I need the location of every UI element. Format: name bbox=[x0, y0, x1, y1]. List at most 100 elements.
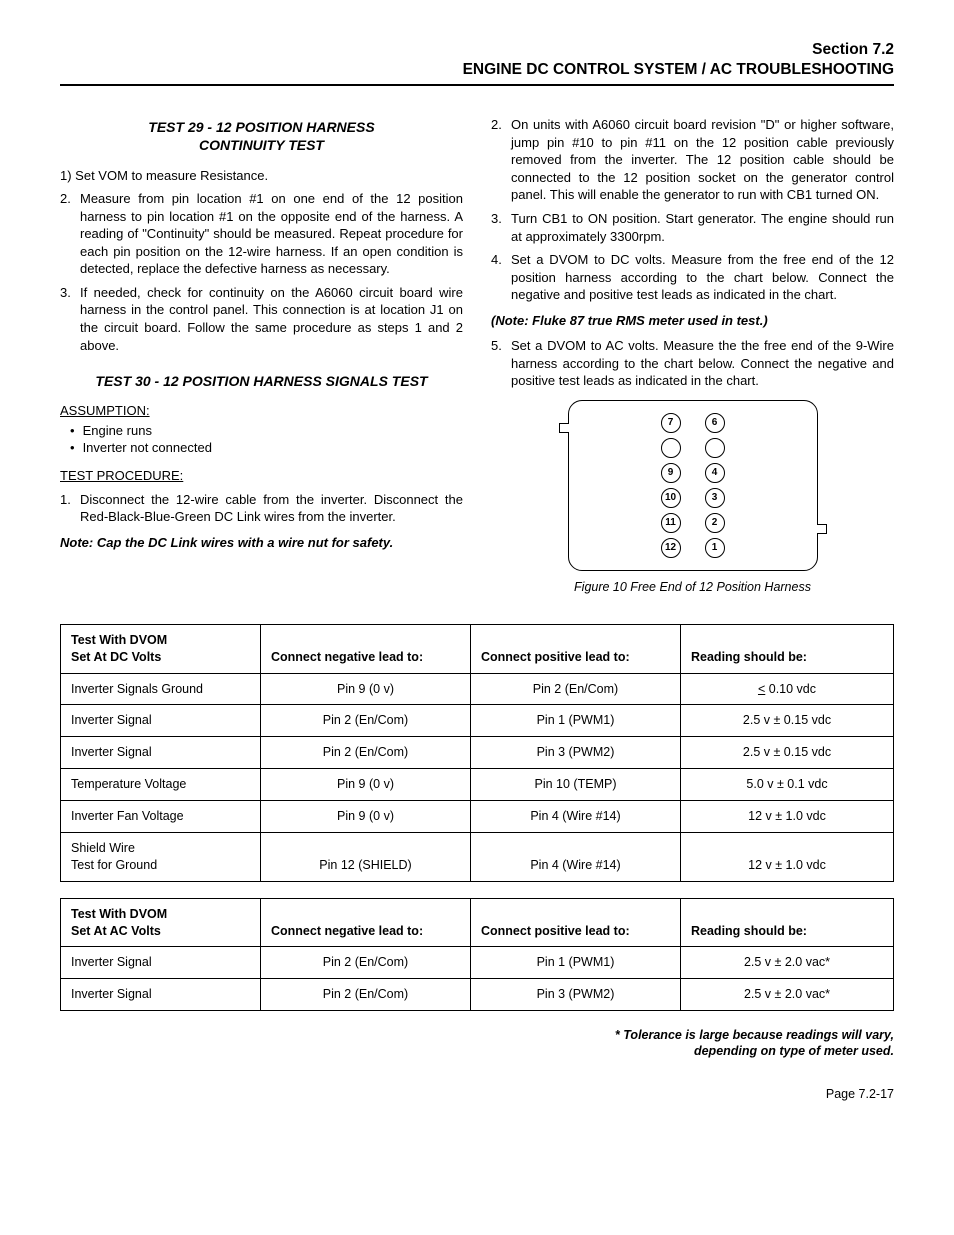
step-number: 2. bbox=[491, 116, 511, 204]
pin-7: 7 bbox=[661, 413, 681, 433]
heading-line: TEST 29 - 12 POSITION HARNESS bbox=[148, 119, 374, 135]
cell: 12 v ± 1.0 vdc bbox=[681, 832, 894, 881]
note-line: * Tolerance is large because readings wi… bbox=[615, 1028, 894, 1042]
figure-caption: Figure 10 Free End of 12 Position Harnes… bbox=[491, 579, 894, 596]
connector-outline: 7 6 9 4 10 3 11 2 bbox=[568, 400, 818, 571]
safety-note: Note: Cap the DC Link wires with a wire … bbox=[60, 534, 463, 552]
cell: 5.0 v ± 0.1 vdc bbox=[681, 769, 894, 801]
section-number: Section 7.2 bbox=[60, 40, 894, 60]
section-title: ENGINE DC CONTROL SYSTEM / AC TROUBLESHO… bbox=[60, 60, 894, 80]
col-header: Connect negative lead to: bbox=[261, 898, 471, 947]
header-line: Test With DVOM bbox=[71, 907, 167, 921]
col-header: Test With DVOM Set At DC Volts bbox=[61, 624, 261, 673]
test30-heading: TEST 30 - 12 POSITION HARNESS SIGNALS TE… bbox=[60, 372, 463, 390]
pin-row bbox=[661, 438, 725, 458]
cell: Inverter Signals Ground bbox=[61, 673, 261, 705]
test29-step1: 1) Set VOM to measure Resistance. bbox=[60, 167, 463, 185]
step-body: Set a DVOM to AC volts. Measure the the … bbox=[511, 337, 894, 390]
two-column-layout: TEST 29 - 12 POSITION HARNESS CONTINUITY… bbox=[60, 110, 894, 596]
cell: Pin 4 (Wire #14) bbox=[471, 801, 681, 833]
cell: Pin 2 (En/Com) bbox=[261, 947, 471, 979]
page-header: Section 7.2 ENGINE DC CONTROL SYSTEM / A… bbox=[60, 40, 894, 86]
test30-step1: 1. Disconnect the 12-wire cable from the… bbox=[60, 491, 463, 526]
cell: Pin 12 (SHIELD) bbox=[261, 832, 471, 881]
connector-tab-left bbox=[559, 423, 569, 433]
dc-volts-table: Test With DVOM Set At DC Volts Connect n… bbox=[60, 624, 894, 882]
step-body: Measure from pin location #1 on one end … bbox=[80, 190, 463, 278]
col-header: Reading should be: bbox=[681, 898, 894, 947]
cell: Pin 9 (0 v) bbox=[261, 673, 471, 705]
step-number: 2. bbox=[60, 190, 80, 278]
pin-row: 7 6 bbox=[661, 413, 725, 433]
cell: Pin 2 (En/Com) bbox=[261, 705, 471, 737]
page-number: Page 7.2-17 bbox=[60, 1086, 894, 1103]
cell: Temperature Voltage bbox=[61, 769, 261, 801]
cell: Inverter Fan Voltage bbox=[61, 801, 261, 833]
bullet: Engine runs bbox=[70, 422, 463, 440]
right-step2: 2. On units with A6060 circuit board rev… bbox=[491, 116, 894, 204]
pin-3: 3 bbox=[705, 488, 725, 508]
right-step3: 3. Turn CB1 to ON position. Start genera… bbox=[491, 210, 894, 245]
test29-step3: 3. If needed, check for continuity on th… bbox=[60, 284, 463, 354]
cell: 12 v ± 1.0 vdc bbox=[681, 801, 894, 833]
header-line: Set At AC Volts bbox=[71, 924, 161, 938]
cell: Pin 10 (TEMP) bbox=[471, 769, 681, 801]
cell: < 0.10 vdc bbox=[681, 673, 894, 705]
cell: Pin 2 (En/Com) bbox=[261, 737, 471, 769]
pin-11: 11 bbox=[661, 513, 681, 533]
step-body: If needed, check for continuity on the A… bbox=[80, 284, 463, 354]
header-line: Set At DC Volts bbox=[71, 650, 161, 664]
pin-1: 1 bbox=[705, 538, 725, 558]
pin-row: 12 1 bbox=[661, 538, 725, 558]
cell: Pin 2 (En/Com) bbox=[261, 979, 471, 1011]
cell: Pin 2 (En/Com) bbox=[471, 673, 681, 705]
cell: Pin 9 (0 v) bbox=[261, 769, 471, 801]
step-number: 3. bbox=[491, 210, 511, 245]
col-header: Connect positive lead to: bbox=[471, 624, 681, 673]
tolerance-note: * Tolerance is large because readings wi… bbox=[60, 1027, 894, 1060]
cell: Pin 3 (PWM2) bbox=[471, 737, 681, 769]
table-row: Inverter Signal Pin 2 (En/Com) Pin 1 (PW… bbox=[61, 705, 894, 737]
heading-line: CONTINUITY TEST bbox=[199, 137, 324, 153]
right-step4: 4. Set a DVOM to DC volts. Measure from … bbox=[491, 251, 894, 304]
cell: Pin 9 (0 v) bbox=[261, 801, 471, 833]
note-line: depending on type of meter used. bbox=[694, 1044, 894, 1058]
table-row: Inverter Fan Voltage Pin 9 (0 v) Pin 4 (… bbox=[61, 801, 894, 833]
cell: Pin 1 (PWM1) bbox=[471, 705, 681, 737]
assumption-label: ASSUMPTION: bbox=[60, 402, 463, 420]
cell: Inverter Signal bbox=[61, 737, 261, 769]
cell: Pin 4 (Wire #14) bbox=[471, 832, 681, 881]
cell: Shield Wire Test for Ground bbox=[61, 832, 261, 881]
step-number: 1. bbox=[60, 491, 80, 526]
pin-4: 4 bbox=[705, 463, 725, 483]
col-header: Reading should be: bbox=[681, 624, 894, 673]
table-row: Inverter Signal Pin 2 (En/Com) Pin 3 (PW… bbox=[61, 979, 894, 1011]
cell: 2.5 v ± 2.0 vac* bbox=[681, 947, 894, 979]
assumption-bullets: Engine runs Inverter not connected bbox=[70, 422, 463, 457]
pin-row: 10 3 bbox=[661, 488, 725, 508]
connector-figure: 7 6 9 4 10 3 11 2 bbox=[568, 400, 818, 571]
table-row: Inverter Signals Ground Pin 9 (0 v) Pin … bbox=[61, 673, 894, 705]
col-header: Connect negative lead to: bbox=[261, 624, 471, 673]
pin-10: 10 bbox=[661, 488, 681, 508]
cell: Inverter Signal bbox=[61, 979, 261, 1011]
pin-12: 12 bbox=[661, 538, 681, 558]
cell-line: Shield Wire bbox=[71, 841, 135, 855]
cell: Inverter Signal bbox=[61, 705, 261, 737]
step-number: 4. bbox=[491, 251, 511, 304]
meter-note: (Note: Fluke 87 true RMS meter used in t… bbox=[491, 312, 894, 330]
table-row: Inverter Signal Pin 2 (En/Com) Pin 1 (PW… bbox=[61, 947, 894, 979]
step-number: 5. bbox=[491, 337, 511, 390]
cell: 2.5 v ± 0.15 vdc bbox=[681, 737, 894, 769]
cell-line: Test for Ground bbox=[71, 858, 157, 872]
table-row: Inverter Signal Pin 2 (En/Com) Pin 3 (PW… bbox=[61, 737, 894, 769]
cell: Inverter Signal bbox=[61, 947, 261, 979]
col-header: Test With DVOM Set At AC Volts bbox=[61, 898, 261, 947]
header-line: Test With DVOM bbox=[71, 633, 167, 647]
table-header-row: Test With DVOM Set At DC Volts Connect n… bbox=[61, 624, 894, 673]
procedure-label: TEST PROCEDURE: bbox=[60, 467, 463, 485]
pin-empty bbox=[705, 438, 725, 458]
cell: 2.5 v ± 2.0 vac* bbox=[681, 979, 894, 1011]
step-body: Disconnect the 12-wire cable from the in… bbox=[80, 491, 463, 526]
pin-row: 11 2 bbox=[661, 513, 725, 533]
